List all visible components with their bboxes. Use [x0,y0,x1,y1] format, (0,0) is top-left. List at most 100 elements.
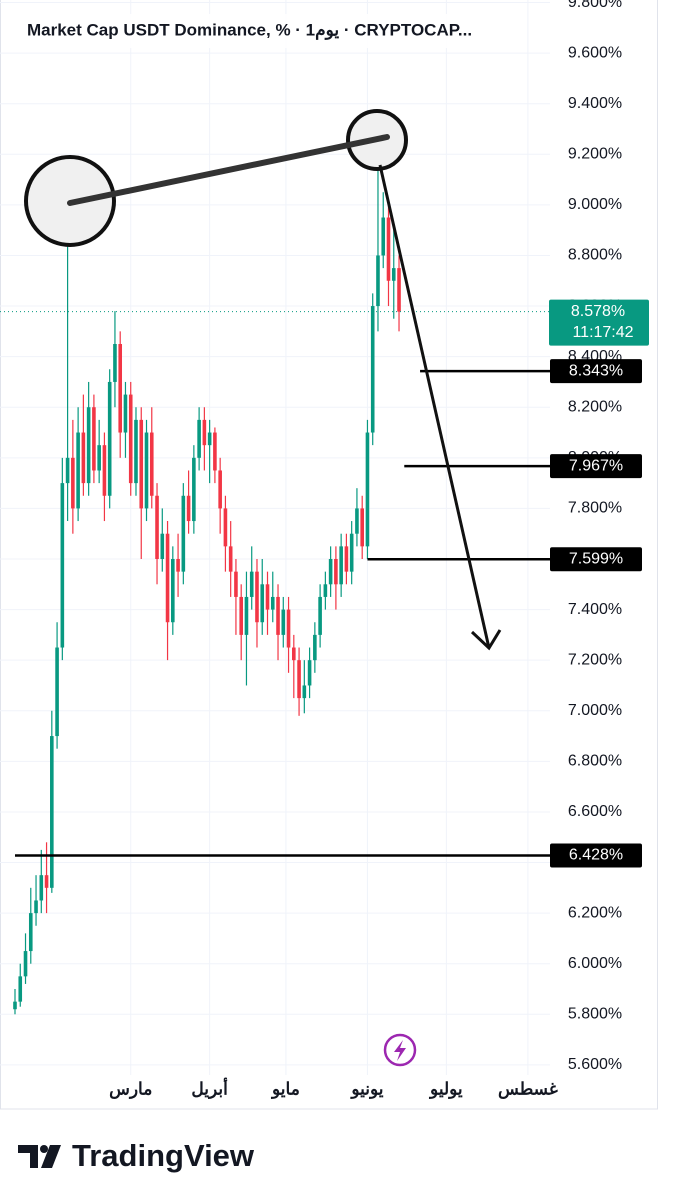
logo-mark [18,1145,38,1168]
x-tick-label: يوليو [428,1079,463,1099]
candle-body [144,432,149,509]
candle-body [370,306,375,433]
title-bg [20,14,520,48]
level-label: 8.343% [569,362,623,379]
event-icon[interactable] [383,1033,417,1067]
logo: TradingView [18,1138,255,1173]
candle-body [355,508,359,534]
candle-body [134,419,138,484]
x-tick-label: أبريل [191,1076,228,1099]
candle-body [160,533,165,559]
candle-body [344,546,349,572]
x-tick-label: مارس [109,1079,152,1099]
candle-body [102,445,107,496]
arrow-head [470,629,502,651]
candle-body [86,407,91,484]
chart-frame [0,0,658,1110]
candle-body [328,559,333,585]
candle-body [360,508,364,547]
y-tick-label: 7.800% [568,500,622,517]
candle-body [39,875,44,901]
candle-body [23,951,28,977]
candle-body [376,255,380,307]
y-tick-label: 8.800% [568,247,622,264]
candle-body [192,457,196,522]
y-tick-label: 6.800% [568,753,622,770]
last-price-time: 11:17:42 [572,324,633,341]
candle-body [292,647,296,661]
candle-body [397,268,401,312]
candle-body [60,483,65,648]
candle-body [339,546,343,585]
candle-body [244,596,249,635]
candle-body [149,432,154,496]
candle-body [118,344,123,433]
y-tick-label: 9.400% [568,95,622,112]
y-tick-label: 9.000% [568,196,622,213]
candle-body [381,217,386,256]
candle-body [318,596,322,635]
candle-body [55,647,59,737]
y-tick-label: 6.600% [568,803,622,820]
candle-body [123,394,128,433]
candle-body [218,470,222,509]
last-price-box [549,299,649,346]
candle-body [76,432,80,509]
candle-body [186,495,191,522]
y-tick-label: 5.800% [568,1006,622,1023]
y-tick-label: 9.600% [568,44,622,61]
candle-body [139,419,144,509]
candle-body [44,875,49,888]
candle-body [71,457,75,509]
y-tick-label: 5.600% [568,1056,622,1073]
candle-body [176,559,180,572]
level-label: 7.599% [569,550,623,567]
level-box [550,547,642,572]
candle-body [197,419,201,458]
y-tick-label: 6.200% [568,904,622,921]
candle-body [113,344,117,382]
candle-body [265,584,270,610]
candle-body [276,596,280,635]
candle-body [297,660,301,699]
candle-body [391,268,396,281]
candle-body [81,432,86,484]
candle-body [286,609,291,648]
candle-body [155,495,159,559]
candle-body [34,900,38,914]
candle-body [249,571,254,597]
candle-body [349,533,354,572]
candle-body [365,432,370,547]
trend-line [67,134,390,206]
last-price-label: 8.578% [571,303,625,320]
y-tick-label: 7.400% [568,601,622,618]
level-box [550,843,642,868]
candle-body [334,559,338,585]
candle-body [234,571,238,597]
candle-body [207,432,212,446]
candle-body [92,407,96,471]
candle-body [28,913,33,952]
candle-body [128,394,133,484]
candle-body [107,381,112,496]
candle-body [313,634,317,661]
candle-body [181,495,186,572]
x-tick-label: مايو [270,1079,300,1099]
candle-body [307,660,312,686]
candle-body [260,584,265,623]
candle-body [223,508,228,547]
candle-body [302,685,307,699]
level-label: 6.428% [569,847,623,864]
candle-body [13,1001,17,1010]
candle-body [281,609,286,635]
logo-mark [40,1145,48,1153]
candle-body [97,445,101,471]
y-tick-label: 8.200% [568,398,622,415]
candle-body [270,596,275,610]
logo-mark [41,1145,61,1168]
candle-body [213,432,217,471]
candle-body [165,533,170,623]
candle-body [171,559,175,623]
candle-body [228,546,233,572]
